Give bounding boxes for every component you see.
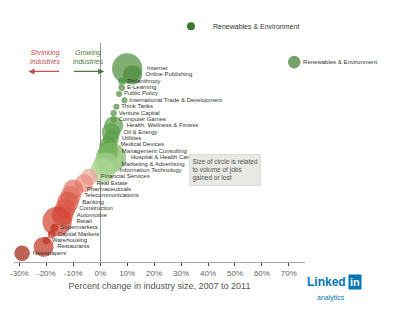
svg-text:Financial Services: Financial Services xyxy=(101,173,150,179)
svg-text:60%: 60% xyxy=(254,269,270,278)
svg-text:Warehousing: Warehousing xyxy=(52,237,87,243)
svg-text:-20%: -20% xyxy=(37,269,56,278)
svg-text:Capital Markets: Capital Markets xyxy=(58,231,100,237)
svg-text:in: in xyxy=(350,276,360,288)
svg-text:-30%: -30% xyxy=(10,269,29,278)
svg-text:Pharmaceuticals: Pharmaceuticals xyxy=(87,186,131,192)
svg-text:Telecommunications: Telecommunications xyxy=(84,192,138,198)
svg-text:Online Publishing: Online Publishing xyxy=(146,71,193,77)
svg-text:Real Estate: Real Estate xyxy=(97,180,129,186)
svg-text:Shrinkingindustries: Shrinkingindustries xyxy=(30,49,60,65)
svg-text:International Trade & Developm: International Trade & Development xyxy=(129,97,222,103)
svg-text:Marketing & Advertising: Marketing & Advertising xyxy=(122,161,185,167)
svg-text:analytics: analytics xyxy=(317,294,345,302)
svg-text:Think Tanks: Think Tanks xyxy=(121,103,153,109)
svg-text:Hospital & Health Care: Hospital & Health Care xyxy=(131,154,193,160)
svg-text:50%: 50% xyxy=(227,269,243,278)
svg-text:20%: 20% xyxy=(146,269,162,278)
svg-text:Restaurants: Restaurants xyxy=(57,243,89,249)
svg-text:Growingindustries: Growingindustries xyxy=(73,49,103,65)
svg-text:Linked: Linked xyxy=(307,275,346,289)
svg-text:Percent change in industry siz: Percent change in industry size, 2007 to… xyxy=(69,281,251,291)
svg-text:40%: 40% xyxy=(200,269,216,278)
svg-text:Philanthropy: Philanthropy xyxy=(127,78,160,84)
svg-text:Venture Capital: Venture Capital xyxy=(119,110,160,116)
svg-text:Construction: Construction xyxy=(79,205,113,211)
svg-text:-10%: -10% xyxy=(64,269,83,278)
svg-text:Management Consulting: Management Consulting xyxy=(122,148,187,154)
svg-text:Banking: Banking xyxy=(82,199,104,205)
svg-text:Oil & Energy: Oil & Energy xyxy=(124,129,158,135)
svg-text:Size of circle is relatedto vo: Size of circle is relatedto volume of jo… xyxy=(193,158,258,183)
svg-text:Computer Games: Computer Games xyxy=(119,116,166,122)
svg-text:Supermarkets: Supermarkets xyxy=(60,224,97,230)
svg-text:70%: 70% xyxy=(281,269,297,278)
svg-text:Renewables & Environment: Renewables & Environment xyxy=(211,23,299,30)
svg-text:0%: 0% xyxy=(94,269,106,278)
svg-text:Medical Devices: Medical Devices xyxy=(120,141,164,147)
svg-text:Information Technology: Information Technology xyxy=(120,167,182,173)
svg-text:Retail: Retail xyxy=(76,218,91,224)
svg-text:Health, Wellness & Fitness: Health, Wellness & Fitness xyxy=(127,122,199,128)
svg-text:Internet: Internet xyxy=(147,65,168,71)
svg-text:Utilities: Utilities xyxy=(122,135,141,141)
svg-text:Public Policy: Public Policy xyxy=(124,90,158,96)
svg-text:Renewables & Environment: Renewables & Environment xyxy=(303,59,377,65)
svg-text:E-Learning: E-Learning xyxy=(127,84,156,90)
svg-text:Newspapers: Newspapers xyxy=(33,250,66,256)
svg-text:30%: 30% xyxy=(173,269,189,278)
svg-text:10%: 10% xyxy=(119,269,135,278)
svg-text:Automotive: Automotive xyxy=(77,212,108,218)
